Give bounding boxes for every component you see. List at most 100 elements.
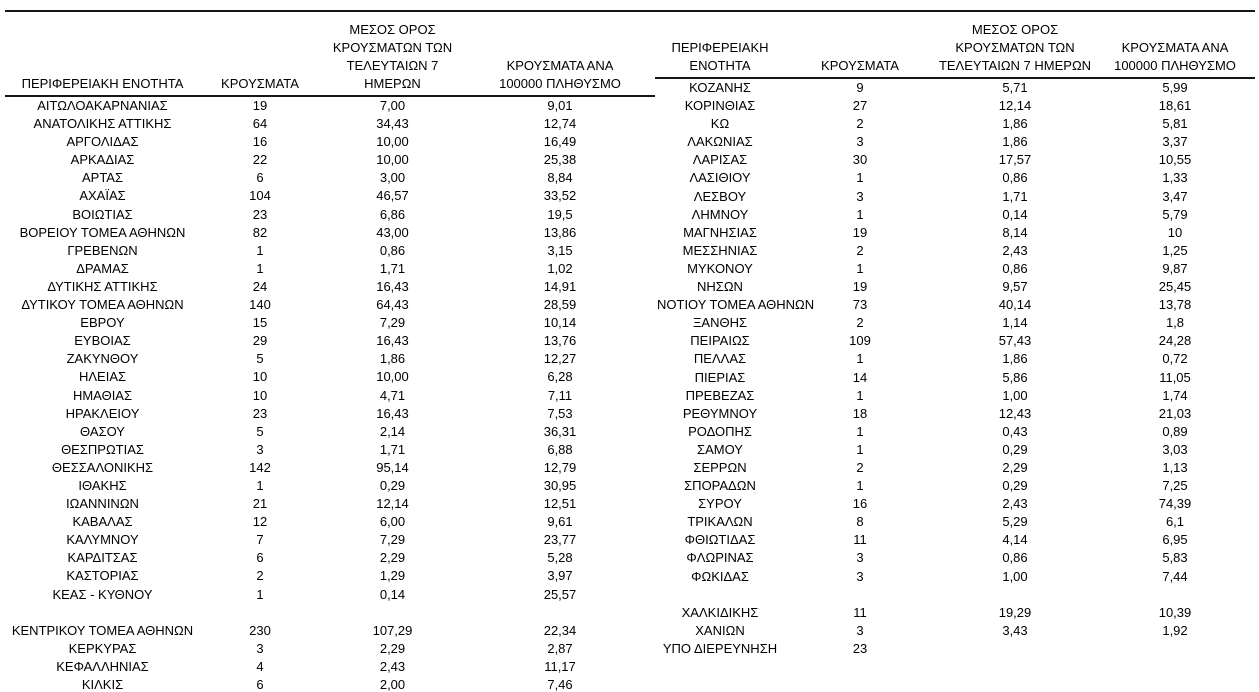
cell-avg7: 12,43 (998, 405, 1032, 421)
table-row: ΥΠΟ ΔΙΕΡΕΥΝΗΣΗ 23 (655, 640, 1255, 658)
cell-region: ΦΘΙΩΤΙΔΑΣ (684, 532, 756, 548)
cell-per100k: 3,03 (1162, 441, 1188, 457)
cell-region: ΝΗΣΩΝ (697, 279, 743, 295)
cell-region: ΛΕΣΒΟΥ (693, 188, 747, 204)
cell-avg7: 16,43 (376, 333, 409, 349)
cell-cases: 27 (852, 98, 868, 114)
table-row: ΜΥΚΟΝΟΥ 1 0,86 9,87 (655, 260, 1255, 278)
cell-cases: 23 (252, 206, 268, 222)
table-row: ΚΕΦΑΛΛΗΝΙΑΣ 4 2,43 11,17 (5, 658, 655, 676)
cell-region: ΗΡΑΚΛΕΙΟΥ (65, 405, 140, 421)
cell-region: ΗΛΕΙΑΣ (78, 369, 127, 385)
table-row: ΛΗΜΝΟΥ 1 0,14 5,79 (655, 206, 1255, 224)
cell-region: ΚΟΖΑΝΗΣ (689, 80, 751, 95)
col-header-per100k: ΚΡΟΥΣΜΑΤΑ ΑΝΑ 100000 ΠΛΗΘΥΣΜΟ (1095, 12, 1255, 79)
cell-cases: 1 (256, 260, 264, 276)
cell-avg7: 1,14 (1002, 315, 1028, 331)
cell-per100k: 3,97 (547, 568, 573, 584)
cell-per100k: 13,78 (1158, 297, 1192, 313)
cell-region: ΒΟΡΕΙΟΥ ΤΟΜΕΑ ΑΘΗΝΩΝ (19, 224, 186, 240)
cell-per100k (1095, 640, 1255, 658)
cell-avg7: 5,86 (1002, 369, 1028, 385)
cell-per100k: 12,27 (543, 351, 577, 367)
cell-cases: 5 (256, 351, 264, 367)
cell-avg7: 43,00 (376, 224, 409, 240)
cell-avg7 (935, 640, 1095, 658)
cell-cases: 14 (852, 369, 868, 385)
cell-cases: 3 (856, 134, 864, 150)
cell-cases: 15 (252, 315, 268, 331)
cell-region: ΛΑΣΙΘΙΟΥ (689, 170, 751, 186)
cell-avg7: 10,00 (376, 152, 409, 168)
cell-per100k: 24,28 (1158, 333, 1192, 349)
cell-region: ΧΑΛΚΙΔΙΚΗΣ (681, 604, 759, 620)
table-row: ΧΑΛΚΙΔΙΚΗΣ 11 19,29 10,39 (655, 604, 1255, 622)
table-row: ΔΥΤΙΚΟΥ ΤΟΜΕΑ ΑΘΗΝΩΝ 140 64,43 28,59 (5, 296, 655, 314)
table-row: ΞΑΝΘΗΣ 2 1,14 1,8 (655, 314, 1255, 332)
table-row: ΜΕΣΣΗΝΙΑΣ 2 2,43 1,25 (655, 242, 1255, 260)
cell-cases: 1 (856, 423, 864, 439)
table-row: ΠΕΛΛΑΣ 1 1,86 0,72 (655, 350, 1255, 368)
cell-region: ΞΑΝΘΗΣ (692, 315, 748, 331)
cell-avg7 (320, 604, 465, 622)
cell-per100k: 7,46 (547, 677, 573, 692)
cell-cases: 6 (256, 677, 264, 692)
cell-avg7: 16,43 (376, 405, 409, 421)
cell-cases: 11 (853, 604, 867, 620)
table-row: ΗΜΑΘΙΑΣ 10 4,71 7,11 (5, 387, 655, 405)
cell-cases: 30 (852, 152, 868, 168)
cell-per100k: 0,89 (1162, 423, 1188, 439)
cell-region: ΜΥΚΟΝΟΥ (687, 260, 753, 276)
table-row: ΘΕΣΠΡΩΤΙΑΣ 3 1,71 6,88 (5, 441, 655, 459)
cell-region: ΘΕΣΣΑΛΟΝΙΚΗΣ (51, 459, 154, 475)
cell-cases: 10 (252, 387, 268, 403)
table-row: ΣΠΟΡΑΔΩΝ 1 0,29 7,25 (655, 477, 1255, 495)
cell-region: ΘΕΣΠΡΩΤΙΑΣ (61, 441, 144, 457)
table-row: ΖΑΚΥΝΘΟΥ 5 1,86 12,27 (5, 350, 655, 368)
cell-per100k: 8,84 (547, 170, 573, 186)
cell-region: ΡΟΔΟΠΗΣ (688, 423, 752, 439)
cell-avg7: 2,43 (1002, 496, 1028, 512)
table-row: ΑΡΓΟΛΙΔΑΣ 16 10,00 16,49 (5, 133, 655, 151)
table-row: ΚΑΛΥΜΝΟΥ 7 7,29 23,77 (5, 531, 655, 549)
cell-avg7: 9,57 (1002, 279, 1028, 295)
table-row: ΑΧΑΪΑΣ 104 46,57 33,52 (5, 187, 655, 205)
cell-cases: 19 (852, 224, 868, 240)
spacer-row (5, 604, 655, 622)
cell-avg7: 0,86 (1002, 260, 1028, 276)
cell-per100k: 5,81 (1162, 116, 1188, 132)
table-row: ΡΟΔΟΠΗΣ 1 0,43 0,89 (655, 423, 1255, 441)
cell-per100k: 13,76 (543, 333, 577, 349)
col-header-per100k: ΚΡΟΥΣΜΑΤΑ ΑΝΑ 100000 ΠΛΗΘΥΣΜΟ (465, 12, 655, 97)
cell-per100k (1095, 586, 1255, 604)
table-body-right: ΚΟΖΑΝΗΣ 9 5,71 5,99 ΚΟΡΙΝΘΙΑΣ 27 12,14 18,61 ΚΩ 2… (655, 78, 1255, 658)
table-row: ΚΕΡΚΥΡΑΣ 3 2,29 2,87 (5, 640, 655, 658)
table-row: ΛΕΣΒΟΥ 3 1,71 3,47 (655, 188, 1255, 206)
cell-per100k: 6,28 (547, 369, 573, 385)
cell-avg7: 2,29 (1002, 459, 1028, 475)
cell-per100k: 10,55 (1158, 152, 1192, 168)
cell-avg7: 0,86 (1002, 550, 1028, 566)
cell-avg7: 0,29 (379, 477, 406, 493)
cell-avg7: 46,57 (376, 188, 409, 204)
cell-avg7: 1,00 (1002, 568, 1028, 584)
cell-cases: 6 (256, 170, 264, 186)
regional-units-table-left: ΠΕΡΙΦΕΡΕΙΑΚΗ ΕΝΟΤΗΤΑ ΚΡΟΥΣΜΑΤΑ ΜΕΣΟΣ ΟΡΟ… (5, 12, 655, 692)
cell-region: ΚΕΑΣ - ΚΥΘΝΟΥ (52, 586, 153, 602)
table-row: ΑΝΑΤΟΛΙΚΗΣ ΑΤΤΙΚΗΣ 64 34,43 12,74 (5, 115, 655, 133)
cell-region: ΣΠΟΡΑΔΩΝ (684, 478, 756, 494)
cell-region: ΚΑΡΔΙΤΣΑΣ (67, 550, 138, 566)
table-header-right: ΠΕΡΙΦΕΡΕΙΑΚΗ ΕΝΟΤΗΤΑ ΚΡΟΥΣΜΑΤΑ ΜΕΣΟΣ ΟΡΟ… (655, 12, 1255, 79)
cell-avg7: 0,29 (1002, 441, 1028, 457)
cell-per100k: 12,79 (543, 459, 577, 475)
cell-per100k: 25,45 (1158, 279, 1192, 295)
cell-per100k: 11,17 (544, 658, 576, 674)
cell-cases: 1 (856, 351, 864, 367)
cell-region: ΠΕΛΛΑΣ (693, 351, 747, 367)
cell-region: ΕΒΡΟΥ (80, 315, 125, 331)
table-header-left: ΠΕΡΙΦΕΡΕΙΑΚΗ ΕΝΟΤΗΤΑ ΚΡΟΥΣΜΑΤΑ ΜΕΣΟΣ ΟΡΟ… (5, 12, 655, 97)
col-header-avg7: ΜΕΣΟΣ ΟΡΟΣ ΚΡΟΥΣΜΑΤΩΝ ΤΩΝ ΤΕΛΕΥΤΑΙΩΝ 7 Η… (935, 12, 1095, 79)
cell-cases: 1 (856, 206, 864, 222)
cell-avg7: 5,29 (1002, 514, 1028, 530)
cell-per100k: 5,99 (1162, 80, 1188, 95)
